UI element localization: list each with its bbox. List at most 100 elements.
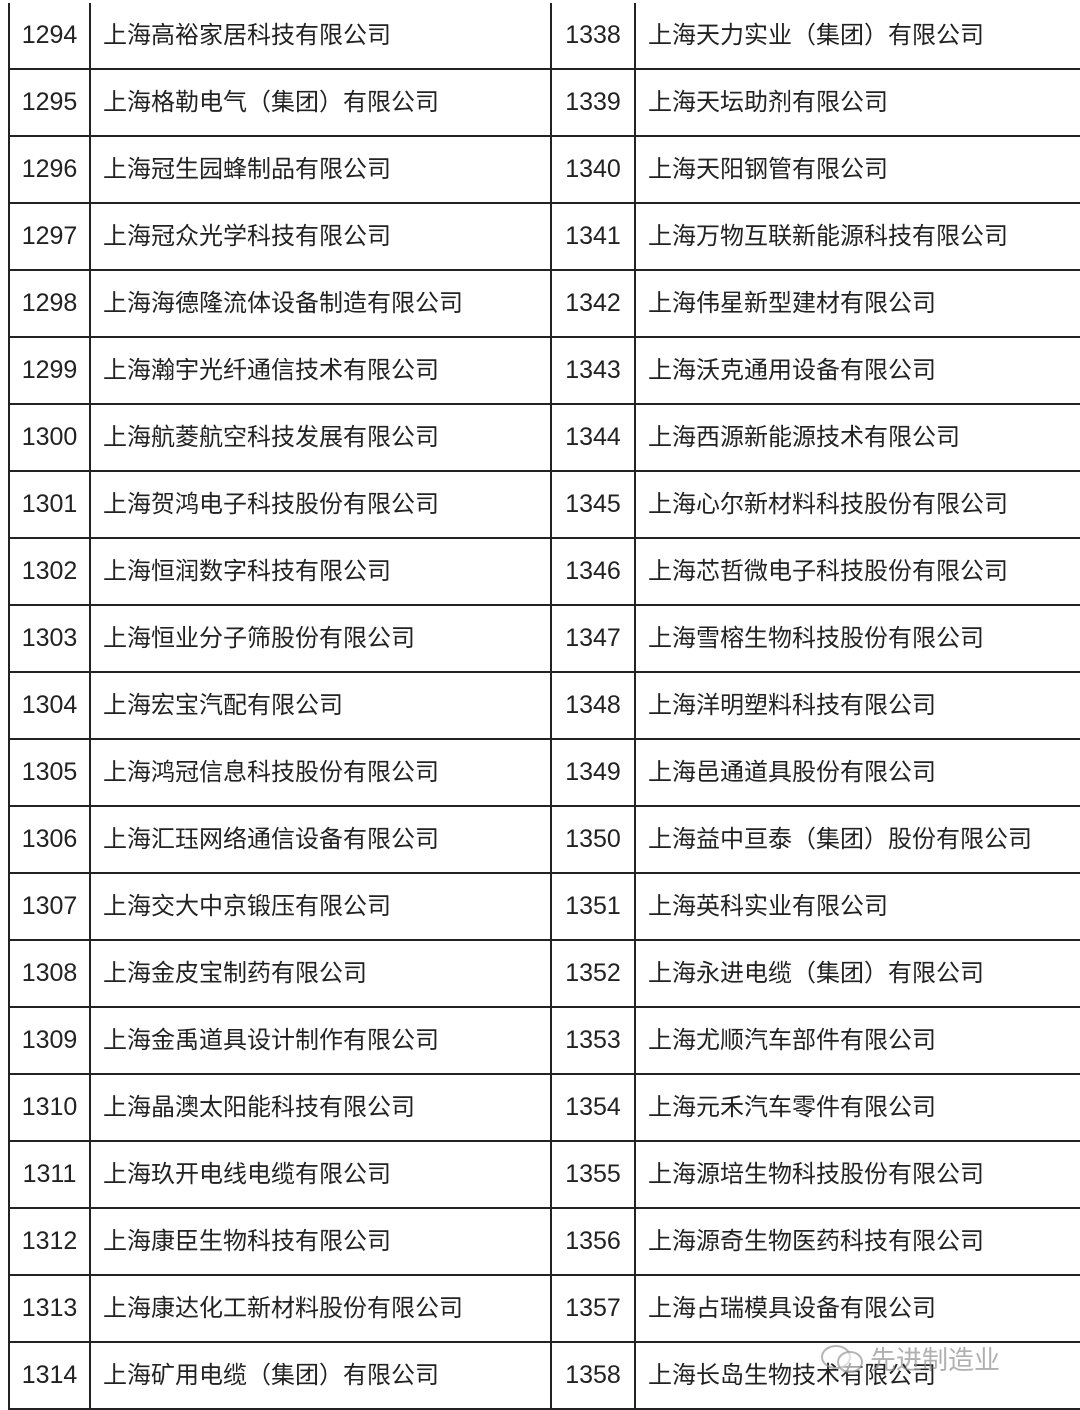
left-number-cell: 1305 — [8, 740, 89, 805]
table-row: 1302 上海恒润数字科技有限公司 1346 上海芯哲微电子科技股份有限公司 — [8, 539, 1080, 606]
left-number-cell: 1302 — [8, 539, 89, 604]
left-number-cell: 1313 — [8, 1276, 89, 1341]
table-row: 1303 上海恒业分子筛股份有限公司 1347 上海雪榕生物科技股份有限公司 — [8, 606, 1080, 673]
left-company-cell: 上海金禹道具设计制作有限公司 — [89, 1008, 550, 1073]
right-number-cell: 1339 — [550, 70, 634, 135]
left-number-cell: 1298 — [8, 271, 89, 336]
right-number-cell: 1354 — [550, 1075, 634, 1140]
left-company-cell: 上海恒业分子筛股份有限公司 — [89, 606, 550, 671]
right-company-cell: 上海洋明塑料科技有限公司 — [634, 673, 1080, 738]
table-row: 1305 上海鸿冠信息科技股份有限公司 1349 上海邑通道具股份有限公司 — [8, 740, 1080, 807]
right-company-cell: 上海天坛助剂有限公司 — [634, 70, 1080, 135]
left-company-cell: 上海矿用电缆（集团）有限公司 — [89, 1343, 550, 1408]
table-row: 1298 上海海德隆流体设备制造有限公司 1342 上海伟星新型建材有限公司 — [8, 271, 1080, 338]
table-row: 1295 上海格勒电气（集团）有限公司 1339 上海天坛助剂有限公司 — [8, 70, 1080, 137]
right-company-cell: 上海西源新能源技术有限公司 — [634, 405, 1080, 470]
table-row: 1301 上海贺鸿电子科技股份有限公司 1345 上海心尔新材料科技股份有限公司 — [8, 472, 1080, 539]
left-number-cell: 1308 — [8, 941, 89, 1006]
right-number-cell: 1347 — [550, 606, 634, 671]
right-company-cell: 上海雪榕生物科技股份有限公司 — [634, 606, 1080, 671]
right-number-cell: 1349 — [550, 740, 634, 805]
left-company-cell: 上海汇珏网络通信设备有限公司 — [89, 807, 550, 872]
table-row: 1294 上海高裕家居科技有限公司 1338 上海天力实业（集团）有限公司 — [8, 3, 1080, 70]
left-company-cell: 上海鸿冠信息科技股份有限公司 — [89, 740, 550, 805]
left-company-cell: 上海高裕家居科技有限公司 — [89, 3, 550, 68]
right-company-cell: 上海长岛生物技术有限公司 — [634, 1343, 1080, 1408]
watermark: 先进制造业 — [820, 1340, 1000, 1377]
right-number-cell: 1356 — [550, 1209, 634, 1274]
left-company-cell: 上海宏宝汽配有限公司 — [89, 673, 550, 738]
left-number-cell: 1300 — [8, 405, 89, 470]
right-number-cell: 1344 — [550, 405, 634, 470]
company-table: 1294 上海高裕家居科技有限公司 1338 上海天力实业（集团）有限公司 1295 上海… — [0, 3, 1080, 1410]
right-number-cell: 1343 — [550, 338, 634, 403]
right-company-cell: 上海元禾汽车零件有限公司 — [634, 1075, 1080, 1140]
right-number-cell: 1340 — [550, 137, 634, 202]
table-row: 1304 上海宏宝汽配有限公司 1348 上海洋明塑料科技有限公司 — [8, 673, 1080, 740]
right-company-cell: 上海永进电缆（集团）有限公司 — [634, 941, 1080, 1006]
right-number-cell: 1345 — [550, 472, 634, 537]
left-number-cell: 1307 — [8, 874, 89, 939]
watermark-text: 先进制造业 — [870, 1346, 1001, 1376]
left-number-cell: 1304 — [8, 673, 89, 738]
right-company-cell: 上海天力实业（集团）有限公司 — [634, 3, 1080, 68]
left-company-cell: 上海金皮宝制药有限公司 — [89, 941, 550, 1006]
right-company-cell: 上海万物互联新能源科技有限公司 — [634, 204, 1080, 269]
right-number-cell: 1341 — [550, 204, 634, 269]
right-company-cell: 上海邑通道具股份有限公司 — [634, 740, 1080, 805]
left-number-cell: 1314 — [8, 1343, 89, 1408]
left-number-cell: 1301 — [8, 472, 89, 537]
left-company-cell: 上海海德隆流体设备制造有限公司 — [89, 271, 550, 336]
left-company-cell: 上海康臣生物科技有限公司 — [89, 1209, 550, 1274]
right-company-cell: 上海占瑞模具设备有限公司 — [634, 1276, 1080, 1341]
table-row: 1300 上海航菱航空科技发展有限公司 1344 上海西源新能源技术有限公司 — [8, 405, 1080, 472]
table-row: 1306 上海汇珏网络通信设备有限公司 1350 上海益中亘泰（集团）股份有限公司 — [8, 807, 1080, 874]
right-company-cell: 上海源奇生物医药科技有限公司 — [634, 1209, 1080, 1274]
table-row: 1314 上海矿用电缆（集团）有限公司 1358 上海长岛生物技术有限公司 — [8, 1343, 1080, 1410]
right-number-cell: 1346 — [550, 539, 634, 604]
table-row: 1307 上海交大中京锻压有限公司 1351 上海英科实业有限公司 — [8, 874, 1080, 941]
left-number-cell: 1297 — [8, 204, 89, 269]
left-number-cell: 1306 — [8, 807, 89, 872]
table-row: 1299 上海瀚宇光纤通信技术有限公司 1343 上海沃克通用设备有限公司 — [8, 338, 1080, 405]
table-row: 1296 上海冠生园蜂制品有限公司 1340 上海天阳钢管有限公司 — [8, 137, 1080, 204]
right-number-cell: 1348 — [550, 673, 634, 738]
right-company-cell: 上海沃克通用设备有限公司 — [634, 338, 1080, 403]
right-number-cell: 1350 — [550, 807, 634, 872]
left-number-cell: 1295 — [8, 70, 89, 135]
left-company-cell: 上海贺鸿电子科技股份有限公司 — [89, 472, 550, 537]
left-number-cell: 1311 — [8, 1142, 89, 1207]
left-number-cell: 1299 — [8, 338, 89, 403]
right-company-cell: 上海天阳钢管有限公司 — [634, 137, 1080, 202]
left-number-cell: 1312 — [8, 1209, 89, 1274]
left-company-cell: 上海晶澳太阳能科技有限公司 — [89, 1075, 550, 1140]
right-number-cell: 1358 — [550, 1343, 634, 1408]
right-company-cell: 上海英科实业有限公司 — [634, 874, 1080, 939]
table-row: 1297 上海冠众光学科技有限公司 1341 上海万物互联新能源科技有限公司 — [8, 204, 1080, 271]
right-company-cell: 上海心尔新材料科技股份有限公司 — [634, 472, 1080, 537]
right-company-cell: 上海伟星新型建材有限公司 — [634, 271, 1080, 336]
right-number-cell: 1338 — [550, 3, 634, 68]
right-number-cell: 1357 — [550, 1276, 634, 1341]
left-company-cell: 上海冠生园蜂制品有限公司 — [89, 137, 550, 202]
left-company-cell: 上海格勒电气（集团）有限公司 — [89, 70, 550, 135]
table-row: 1311 上海玖开电线电缆有限公司 1355 上海源培生物科技股份有限公司 — [8, 1142, 1080, 1209]
left-company-cell: 上海康达化工新材料股份有限公司 — [89, 1276, 550, 1341]
right-company-cell: 上海源培生物科技股份有限公司 — [634, 1142, 1080, 1207]
left-number-cell: 1294 — [8, 3, 89, 68]
right-company-cell: 上海益中亘泰（集团）股份有限公司 — [634, 807, 1080, 872]
table-row: 1313 上海康达化工新材料股份有限公司 1357 上海占瑞模具设备有限公司 — [8, 1276, 1080, 1343]
left-number-cell: 1296 — [8, 137, 89, 202]
wechat-icon — [821, 1344, 863, 1373]
left-company-cell: 上海瀚宇光纤通信技术有限公司 — [89, 338, 550, 403]
left-company-cell: 上海交大中京锻压有限公司 — [89, 874, 550, 939]
table-row: 1312 上海康臣生物科技有限公司 1356 上海源奇生物医药科技有限公司 — [8, 1209, 1080, 1276]
left-company-cell: 上海玖开电线电缆有限公司 — [89, 1142, 550, 1207]
left-number-cell: 1309 — [8, 1008, 89, 1073]
left-company-cell: 上海恒润数字科技有限公司 — [89, 539, 550, 604]
left-number-cell: 1303 — [8, 606, 89, 671]
right-number-cell: 1342 — [550, 271, 634, 336]
right-company-cell: 上海芯哲微电子科技股份有限公司 — [634, 539, 1080, 604]
right-number-cell: 1351 — [550, 874, 634, 939]
table-row: 1309 上海金禹道具设计制作有限公司 1353 上海尤顺汽车部件有限公司 — [8, 1008, 1080, 1075]
